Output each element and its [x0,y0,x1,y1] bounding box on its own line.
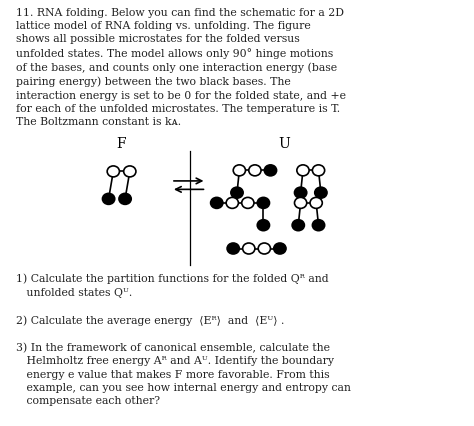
Circle shape [294,187,307,198]
Circle shape [294,197,307,208]
Text: F: F [117,137,127,151]
Text: 11. RNA folding. Below you can find the schematic for a 2D
lattice model of RNA : 11. RNA folding. Below you can find the … [16,8,346,127]
Circle shape [258,243,271,254]
Circle shape [264,165,277,176]
Circle shape [227,243,239,254]
Text: 2) Calculate the average energy  ⟨Eᴿ⟩  and  ⟨Eᵁ⟩ .: 2) Calculate the average energy ⟨Eᴿ⟩ and… [16,315,284,326]
Text: 3) In the framework of canonical ensemble, calculate the
   Helmholtz free energ: 3) In the framework of canonical ensembl… [16,343,350,406]
Circle shape [249,165,261,176]
Circle shape [292,220,304,230]
Circle shape [312,165,325,176]
Circle shape [107,166,119,177]
Circle shape [119,193,131,204]
Circle shape [226,197,238,208]
Text: 1) Calculate the partition functions for the folded Qᴿ and
   unfolded states Qᵁ: 1) Calculate the partition functions for… [16,274,328,298]
Circle shape [257,197,270,208]
Text: U: U [278,137,290,151]
Circle shape [242,197,254,208]
Circle shape [102,193,115,204]
Circle shape [297,165,309,176]
Circle shape [315,187,327,198]
Circle shape [124,166,136,177]
Circle shape [312,220,325,230]
Circle shape [257,220,270,230]
Circle shape [231,187,243,198]
Circle shape [210,197,223,208]
Circle shape [310,197,322,208]
Circle shape [274,243,286,254]
Circle shape [243,243,255,254]
Circle shape [233,165,246,176]
